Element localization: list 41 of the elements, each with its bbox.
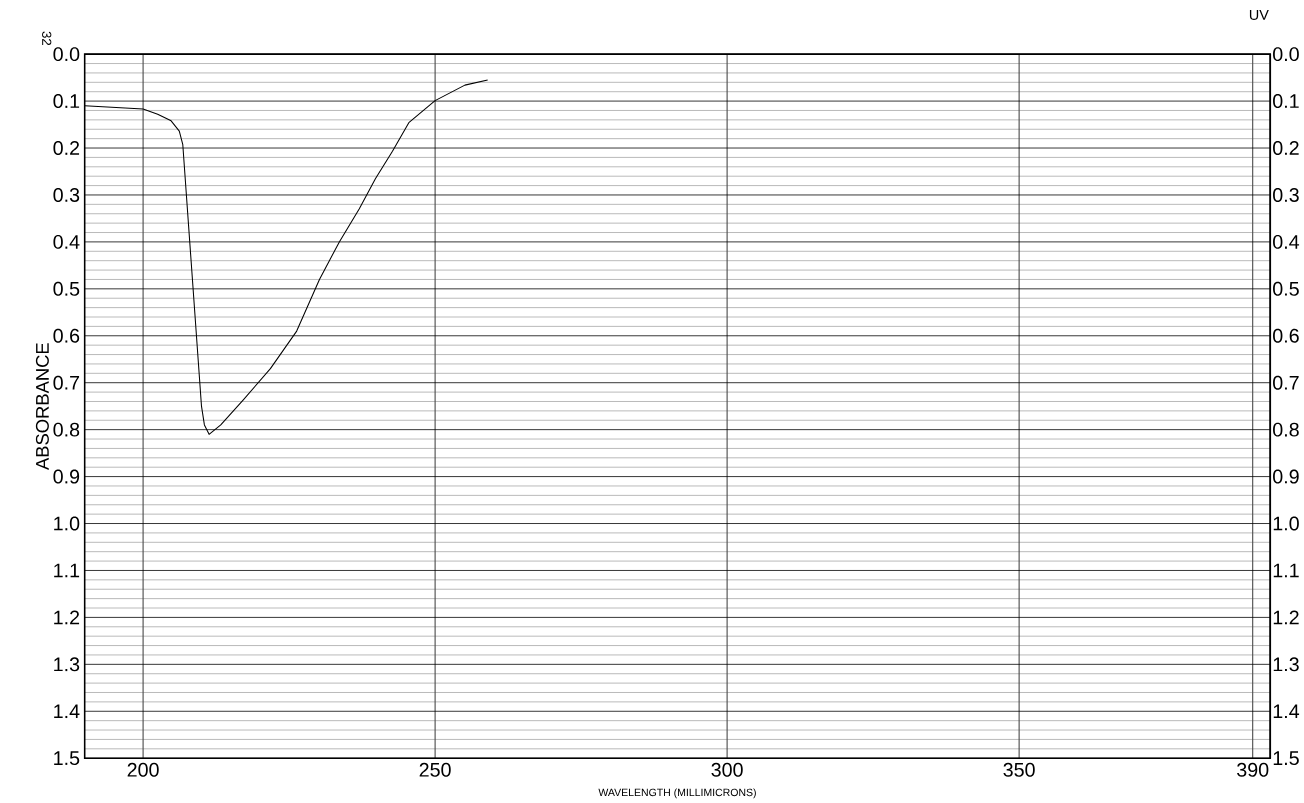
- y2-tick-label: 0.4: [1273, 235, 1300, 250]
- y2-tick-label: 0.6: [1273, 329, 1299, 343]
- y2-tick-label: 0.9: [1273, 469, 1299, 484]
- y2-tick-label: 1.3: [1273, 657, 1299, 672]
- y-tick-label: 1.3: [54, 657, 80, 672]
- text: 32: [42, 31, 52, 46]
- y2-tick-label: 0.7: [1273, 375, 1299, 390]
- y2-tick-label: 1.1: [1273, 563, 1299, 578]
- y-tick-label: 0.2: [53, 141, 80, 156]
- y2-tick-label: 0.5: [1273, 282, 1299, 297]
- y2-tick-label: 0.2: [1273, 141, 1299, 156]
- y-tick-label: 0.9: [53, 469, 80, 484]
- y2-tick-label: 0.8: [1273, 422, 1299, 437]
- x-tick-label: 300: [711, 763, 743, 777]
- y2-tick-label: 1.4: [1273, 704, 1300, 719]
- y-tick-label: 0.6: [53, 329, 80, 343]
- y2-tick-label: 1.5: [1273, 751, 1299, 766]
- x-tick-label: 350: [1003, 763, 1035, 777]
- y2-tick-label: 0.3: [1273, 188, 1299, 203]
- y2-tick-label: 1.2: [1273, 610, 1299, 625]
- x-tick-label: 250: [419, 763, 451, 777]
- y2-tick-label: 0.1: [1273, 94, 1299, 109]
- x-tick-label: 390: [1237, 763, 1269, 777]
- y-tick-label: 0.5: [53, 282, 80, 297]
- x-tick-label: 200: [127, 763, 159, 777]
- y-tick-label: 0.7: [53, 375, 80, 390]
- y-axis-title: ABSORBANCE: [35, 343, 49, 471]
- y-tick-label: 0.3: [53, 188, 80, 203]
- y-tick-label: 1.2: [54, 610, 80, 625]
- y-tick-label: 1.1: [54, 563, 80, 578]
- y-tick-label: 1.0: [54, 516, 80, 531]
- y-tick-label: 0.0: [53, 47, 80, 62]
- y2-tick-label: 1.0: [1273, 516, 1299, 531]
- y-tick-label: 0.1: [53, 94, 80, 109]
- x-axis-title: WAVELENGTH (MILLIMICRONS): [598, 788, 756, 799]
- y2-tick-label: 0.0: [1273, 47, 1299, 62]
- y-tick-label: 1.4: [54, 704, 80, 719]
- y-tick-label: 1.5: [54, 751, 80, 766]
- text: UV: [1249, 10, 1269, 21]
- y-tick-label: 0.8: [53, 422, 80, 437]
- y-tick-label: 0.4: [53, 235, 80, 250]
